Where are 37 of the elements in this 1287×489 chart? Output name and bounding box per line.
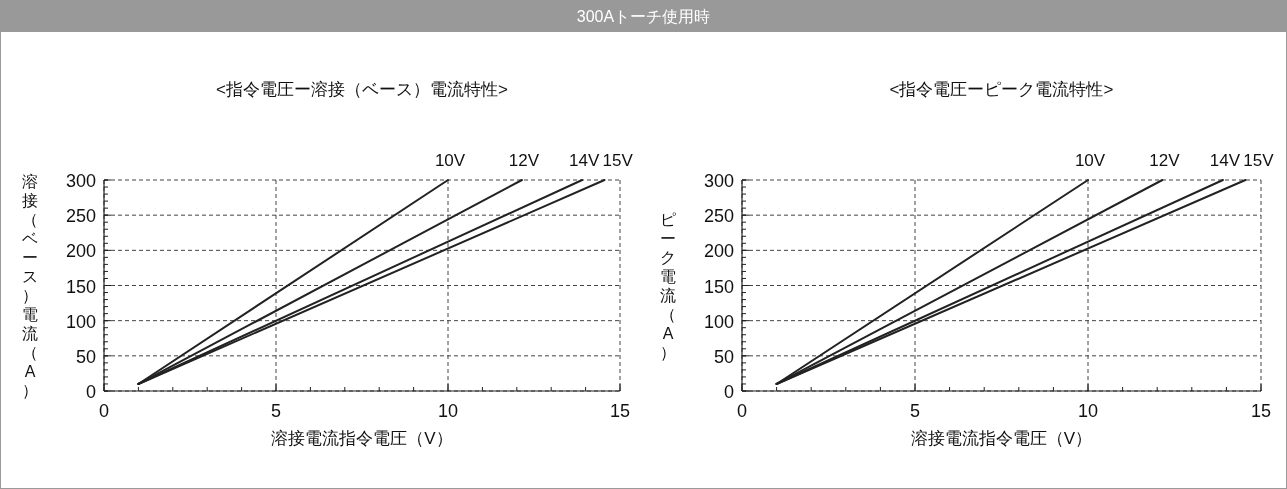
- y-tick-label: 50: [713, 346, 734, 367]
- x-axis-title: 溶接電流指令電圧（V）: [910, 429, 1093, 448]
- x-tick-label: 10: [1077, 401, 1099, 421]
- series-label: 12V: [1149, 151, 1181, 170]
- y-tick-label: 50: [75, 346, 96, 367]
- x-tick-label: 5: [270, 401, 282, 421]
- y-tick-label: 0: [723, 382, 734, 402]
- y-tick-label: 150: [703, 276, 734, 297]
- y-tick-label: 300: [703, 171, 734, 191]
- y-axis-title: ピーク電流（A）: [660, 211, 676, 361]
- series-label: 10V: [434, 151, 466, 170]
- series-label: 10V: [1074, 151, 1106, 170]
- y-tick-label: 100: [703, 311, 734, 332]
- y-tick-label: 200: [703, 241, 734, 262]
- y-tick-label: 300: [65, 171, 96, 191]
- x-tick-label: 10: [437, 401, 459, 421]
- chart-title: 300Aトーチ使用時: [576, 8, 711, 25]
- series-label: 14V: [1209, 151, 1241, 170]
- text: 溶接（ベース）電流（A）: [22, 173, 38, 399]
- chart-subtitle: <指令電圧ー溶接（ベース）電流特性>: [216, 80, 508, 99]
- x-tick-label: 0: [736, 401, 748, 421]
- series-label: 15V: [602, 151, 634, 170]
- series-label: 14V: [569, 151, 600, 170]
- chart-subtitle: <指令電圧ーピーク電流特性>: [889, 80, 1114, 99]
- series-label: 15V: [1243, 151, 1275, 170]
- x-tick-label: 5: [909, 401, 921, 421]
- x-tick-label: 0: [98, 401, 110, 421]
- y-tick-label: 250: [703, 206, 734, 227]
- x-tick-label: 15: [1250, 401, 1272, 421]
- y-tick-label: 150: [65, 276, 96, 297]
- x-axis-title: 溶接電流指令電圧（V）: [271, 429, 453, 448]
- series-label: 12V: [508, 151, 540, 170]
- y-tick-label: 250: [65, 206, 96, 227]
- x-tick-label: 15: [609, 401, 631, 421]
- y-tick-label: 100: [65, 311, 96, 332]
- y-tick-label: 200: [65, 241, 96, 262]
- y-tick-label: 0: [85, 382, 96, 402]
